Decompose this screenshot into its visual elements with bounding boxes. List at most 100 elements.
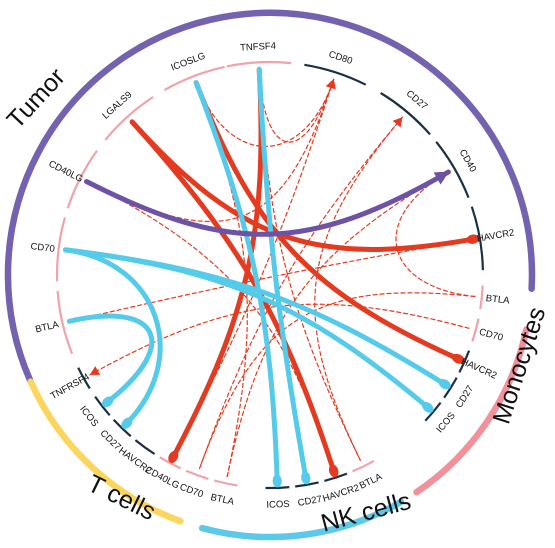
group-label-tumor: Tumor: [2, 63, 71, 134]
link-path: [84, 169, 451, 237]
segment-tumor-icoslg: [163, 65, 225, 91]
link-path: [258, 68, 361, 461]
link-path: [63, 247, 431, 410]
gene-label-mono-icos: ICOS: [434, 410, 457, 435]
link-path: [195, 78, 335, 147]
segment-mono-cd27: [443, 377, 458, 399]
group-label-monocytes: Monocytes: [487, 304, 551, 428]
segment-tumor-cd70: [55, 217, 66, 282]
segment-mono-icos: [424, 401, 442, 422]
gene-label-t-btla: BTLA: [209, 492, 235, 508]
segment-tumor-cd80: [304, 63, 367, 86]
gene-label-t-tnfrsf4: TNFRSF4: [49, 372, 92, 402]
gene-label-tumor-cd80: CD80: [327, 49, 354, 67]
gene-label-tumor-cd40lg: CD40LG: [47, 159, 85, 186]
link-end-dot: [101, 396, 114, 408]
link-end-dot: [121, 417, 133, 429]
link-mono-btla-to-tumor-cd40: [395, 171, 476, 298]
gene-label-tumor-cd27: CD27: [404, 88, 430, 112]
gene-label-tumor-havcr2: HAVCR2: [476, 227, 515, 244]
segment-t-cd40lg: [159, 456, 182, 470]
segment-t-havcr2: [134, 439, 156, 455]
link-path: [129, 119, 337, 474]
segment-nk-btla: [352, 459, 375, 473]
link-nk-btla-to-tumor-cd27: [314, 116, 403, 461]
link-path: [198, 292, 476, 470]
link-end-dot: [438, 378, 451, 390]
link-tumor-lgals9-to-nk-havcr2: [129, 119, 339, 478]
gene-label-mono-cd70: CD70: [478, 327, 504, 344]
group-arc-monocytes: [413, 326, 530, 496]
arrowhead-icon: [433, 172, 449, 185]
segment-nk-havcr2: [324, 472, 348, 482]
link-end-dot: [451, 353, 465, 364]
link-end-dot: [328, 464, 339, 478]
gene-label-tumor-lgals9: LGALS9: [100, 89, 134, 121]
link-path: [63, 247, 163, 426]
link-path: [198, 116, 403, 470]
arrowhead-icon: [89, 366, 101, 375]
gene-label-mono-btla: BTLA: [485, 293, 510, 306]
segment-tumor-lgals9: [104, 96, 154, 141]
gene-label-t-icos: ICOS: [77, 404, 100, 429]
gene-label-tumor-btla: BTLA: [34, 319, 60, 335]
link-path: [314, 116, 403, 461]
link-mono-btla-to-t-cd70: [198, 292, 476, 470]
gene-labels: BTLACD70CD40LGLGALS9ICOSLGTNFSF4CD80CD27…: [30, 41, 515, 511]
gene-label-nk-btla: BTLA: [358, 471, 385, 492]
segment-tumor-cd27: [380, 92, 431, 136]
link-tumor-btla-to-t-icos: [66, 313, 155, 408]
gene-segments: [55, 60, 484, 490]
link-tumor-btla-to-tumor-havcr2: [68, 238, 474, 322]
link-tumor-tnfsf4-to-nk-btla: [258, 68, 361, 461]
gene-label-tumor-cd70: CD70: [30, 241, 55, 255]
link-path: [258, 68, 335, 143]
gene-label-tumor-icoslg: ICOSLG: [169, 50, 206, 73]
link-path: [256, 66, 309, 481]
link-path: [395, 171, 476, 298]
link-tumor-cd70-to-t-cd27: [63, 247, 163, 429]
link-path: [193, 80, 461, 362]
group-arc-nk_cells: [198, 498, 405, 541]
link-tumor-icoslg-to-mono-havcr2: [193, 80, 465, 364]
segment-t-btla: [213, 479, 238, 487]
gene-label-mono-cd27: CD27: [454, 384, 476, 410]
link-path: [89, 303, 470, 376]
link-tumor-icoslg-to-nk-icos: [193, 80, 282, 488]
gene-label-nk-icos: ICOS: [266, 499, 290, 511]
segment-tumor-tnfsf4: [226, 60, 292, 68]
link-end-dot: [168, 450, 179, 464]
interaction-links: [63, 66, 480, 488]
segment-tumor-havcr2: [470, 206, 484, 271]
segment-t-cd70: [185, 469, 209, 480]
link-t-cd70-to-tumor-cd27: [198, 116, 403, 470]
segment-tumor-cd40: [435, 141, 470, 199]
link-path: [66, 313, 155, 405]
link-tumor-tnfsf4-to-nk-cd27: [256, 66, 311, 485]
link-end-dot: [301, 471, 311, 485]
link-path: [68, 238, 474, 322]
segment-t-cd27: [112, 418, 132, 438]
link-path: [172, 78, 335, 458]
segment-tumor-cd40lg: [66, 150, 98, 209]
link-end-dot: [422, 401, 434, 413]
segment-t-icos: [94, 395, 111, 417]
segment-t-tnfrsf4: [77, 367, 91, 390]
arrowhead-icon: [326, 79, 336, 90]
gene-label-t-cd70: CD70: [178, 482, 205, 501]
gene-label-mono-havcr2: HAVCR2: [459, 356, 498, 381]
segment-nk-cd27: [295, 481, 319, 488]
link-mono-cd70-to-t-tnfrsf4: [89, 303, 470, 376]
gene-label-tumor-cd40: CD40: [457, 148, 479, 175]
link-path: [193, 80, 280, 484]
group-arc-tumor: [4, 9, 536, 385]
link-end-dot: [466, 234, 480, 244]
gene-label-nk-cd27: CD27: [297, 494, 323, 509]
segment-tumor-btla: [56, 290, 74, 355]
link-path: [226, 171, 449, 478]
link-tumor-cd70-to-mono-icos: [63, 247, 434, 413]
arrowhead-icon: [392, 117, 403, 128]
link-end-dot: [272, 474, 282, 488]
